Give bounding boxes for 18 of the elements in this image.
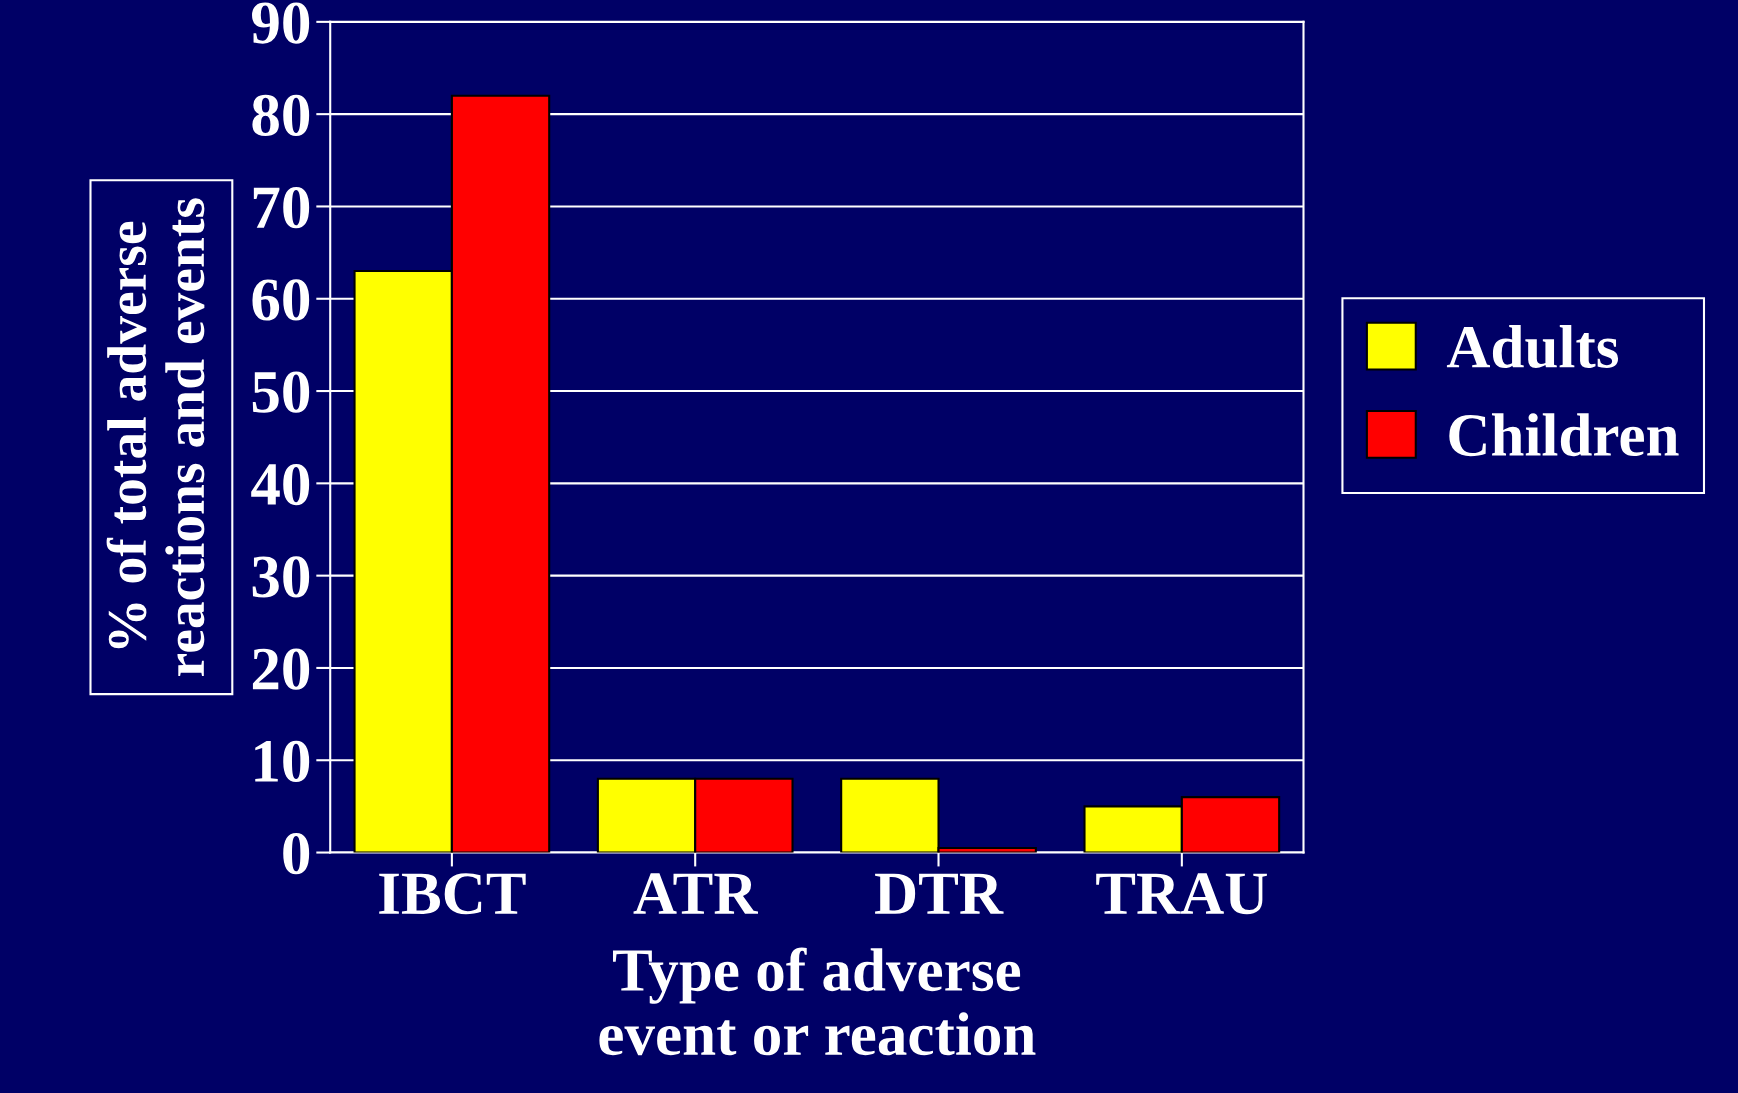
y-tick-label: 20: [252, 648, 310, 690]
legend-label: Adults: [1446, 324, 1619, 369]
x-tick-label: TRAU: [1096, 873, 1267, 915]
y-tick-label: 60: [252, 279, 310, 321]
y-tick-label: 10: [255, 740, 310, 783]
y-tick-label: 0: [283, 833, 310, 875]
y-tick-label: 30: [252, 556, 310, 598]
y-tick-label: 90: [252, 2, 310, 44]
y-tick-label: 80: [252, 94, 310, 136]
x-tick-label: DTR: [875, 873, 1004, 914]
y-tick-label: 40: [251, 463, 310, 506]
y-axis-title: % of total adverse reactions and events: [106, 198, 205, 676]
y-tick-label: 50: [252, 371, 310, 413]
x-tick-label: ATR: [633, 873, 758, 914]
x-axis-title: Type of adverse event or reaction: [599, 947, 1036, 1056]
y-tick-label: 70: [253, 187, 310, 229]
legend-label: Children: [1449, 413, 1679, 457]
x-tick-label: IBCT: [379, 873, 526, 915]
